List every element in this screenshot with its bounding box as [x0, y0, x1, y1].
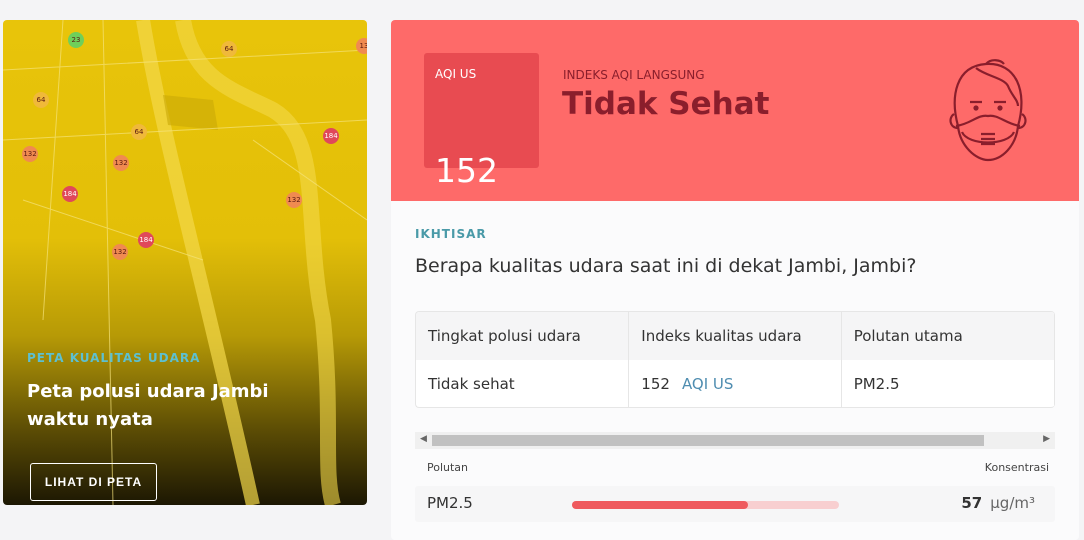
cell-level: Tidak sehat — [416, 360, 630, 407]
aqi-unit: AQI US — [681, 375, 734, 393]
air-quality-map-card[interactable]: 23 64 64 64 132 132 132 132 184 184 184 … — [3, 20, 367, 505]
view-on-map-button[interactable]: LIHAT DI PETA — [30, 463, 157, 501]
overview-question: Berapa kualitas udara saat ini di dekat … — [415, 255, 917, 277]
aqi-status: Tidak Sehat — [562, 86, 770, 122]
live-aqi-label: INDEKS AQI LANGSUNG — [563, 68, 705, 82]
aqi-box: AQI US 152 — [424, 53, 539, 189]
map-marker[interactable]: 23 — [68, 32, 84, 48]
overview-table: Tingkat polusi udara Indeks kualitas uda… — [415, 311, 1055, 408]
concentration-value: 57 µg/m³ — [961, 494, 1035, 512]
map-marker[interactable]: 132 — [113, 155, 129, 171]
aqi-number: 152 — [641, 375, 670, 393]
map-marker[interactable]: 64 — [221, 41, 237, 57]
table-row: Tidak sehat 152 AQI US PM2.5 — [416, 360, 1055, 407]
map-marker[interactable]: 132 — [22, 146, 38, 162]
pollutant-header: Polutan — [427, 461, 469, 474]
header-pollutant: Polutan utama — [842, 312, 1055, 360]
map-marker[interactable]: 184 — [138, 232, 154, 248]
horizontal-scrollbar[interactable]: ◀ ▶ — [415, 432, 1055, 449]
aqi-main-panel: AQI US 152 INDEKS AQI LANGSUNG Tidak Seh… — [391, 20, 1079, 540]
scrollbar-thumb[interactable] — [432, 435, 984, 446]
concentration-bar-fill — [572, 501, 749, 509]
pollutant-name: PM2.5 — [427, 494, 473, 512]
map-background[interactable] — [3, 20, 367, 505]
concentration-unit: µg/m³ — [990, 494, 1035, 512]
concentration-bar — [572, 501, 839, 509]
cell-pollutant: PM2.5 — [842, 360, 1055, 407]
face-mask-icon — [949, 59, 1027, 162]
table-header-row: Tingkat polusi udara Indeks kualitas uda… — [416, 312, 1055, 360]
map-title[interactable]: Peta polusi udara Jambi waktu nyata — [27, 381, 269, 430]
map-marker[interactable]: 64 — [33, 92, 49, 108]
pollutant-row: PM2.5 57 µg/m³ — [415, 486, 1055, 522]
map-marker[interactable]: 13 — [356, 38, 367, 54]
map-marker[interactable]: 184 — [62, 186, 78, 202]
concentration-header: Konsentrasi — [984, 461, 1049, 474]
aqi-label: AQI US — [435, 67, 477, 81]
map-section-label: PETA KUALITAS UDARA — [27, 351, 201, 365]
map-marker[interactable]: 132 — [286, 192, 302, 208]
header-aqi: Indeks kualitas udara — [629, 312, 842, 360]
map-marker[interactable]: 64 — [131, 124, 147, 140]
map-marker[interactable]: 184 — [323, 128, 339, 144]
aqi-hero: AQI US 152 INDEKS AQI LANGSUNG Tidak Seh… — [391, 20, 1079, 201]
concentration-number: 57 — [961, 494, 983, 512]
overview-label: IKHTISAR — [415, 227, 487, 241]
scroll-left-icon[interactable]: ◀ — [420, 434, 427, 444]
map-marker[interactable]: 132 — [112, 244, 128, 260]
cell-aqi: 152 AQI US — [629, 360, 842, 407]
aqi-value: 152 — [435, 151, 498, 190]
scroll-right-icon[interactable]: ▶ — [1043, 434, 1050, 444]
header-level: Tingkat polusi udara — [416, 312, 630, 360]
